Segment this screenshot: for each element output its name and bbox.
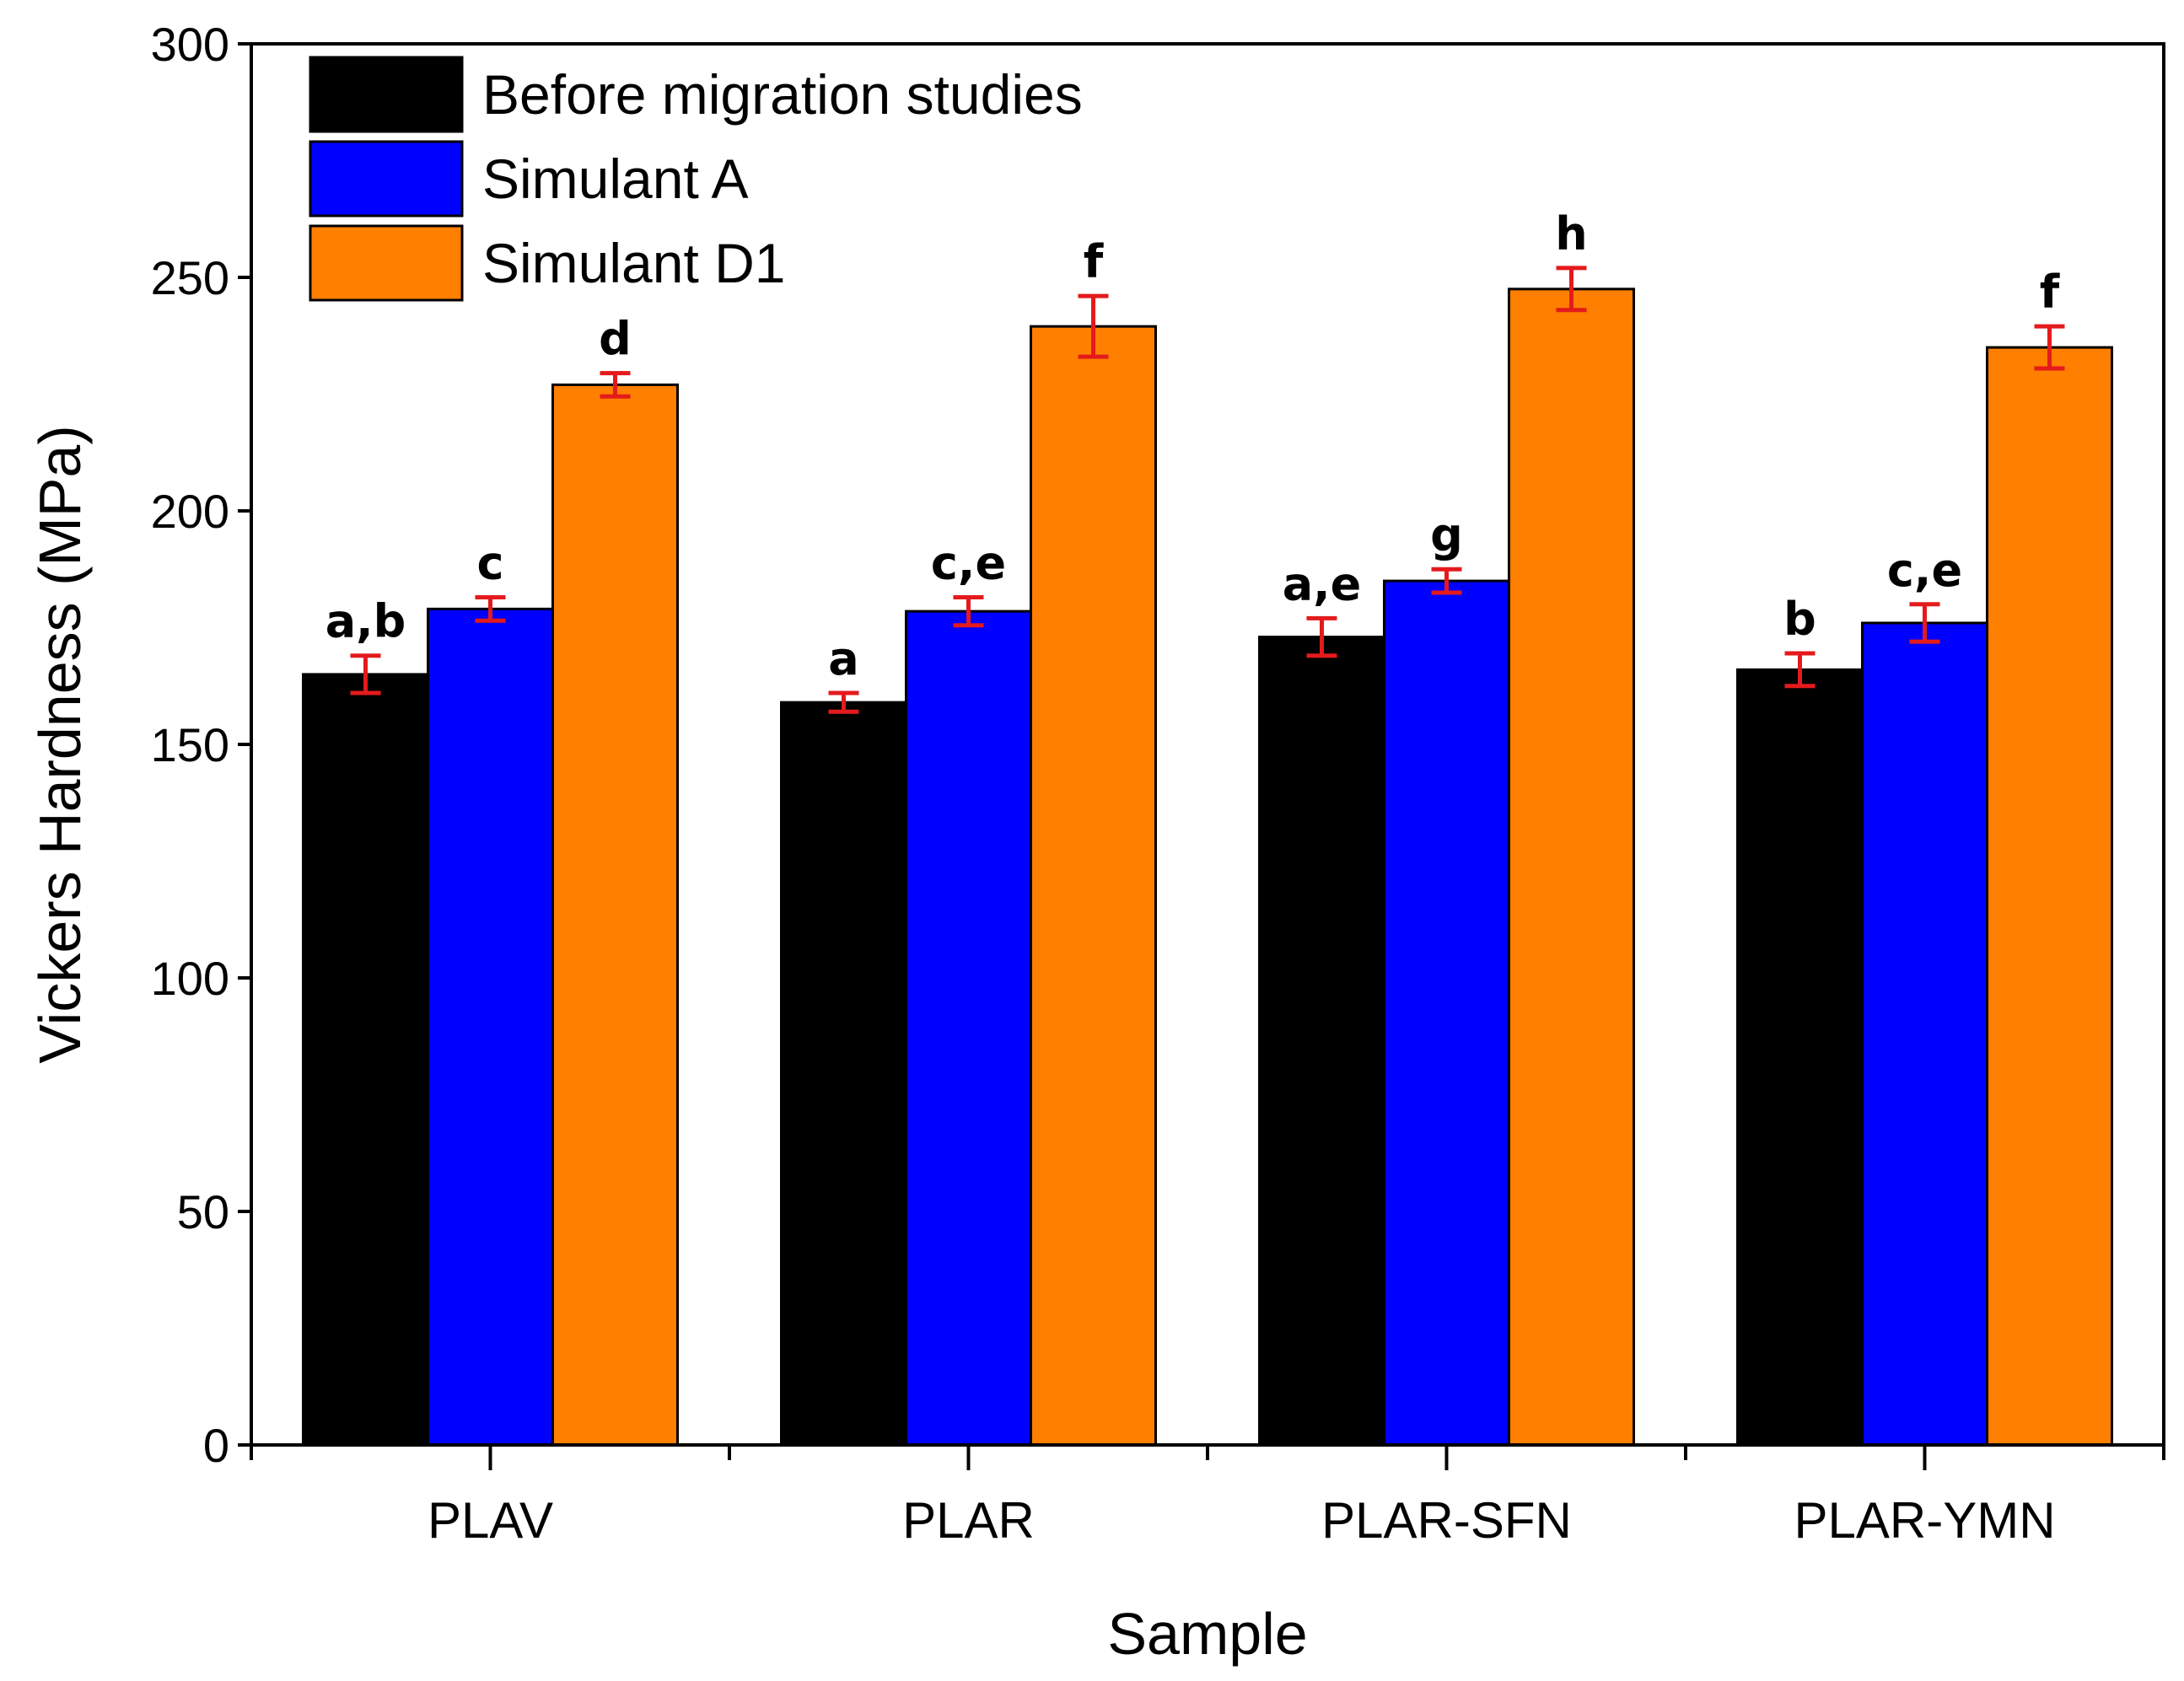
y-tick-label: 50 xyxy=(177,1185,229,1238)
bar xyxy=(905,610,1032,1447)
bar xyxy=(780,701,907,1447)
y-tick-label: 100 xyxy=(151,952,229,1005)
significance-label: d xyxy=(599,313,632,366)
bars-group xyxy=(302,287,2113,1447)
legend-swatch xyxy=(309,56,464,133)
significance-label: a xyxy=(828,632,858,685)
significance-labels-group: a,b c d a c,e f a,e g h b c,e f xyxy=(325,207,2060,685)
legend-label: Simulant D1 xyxy=(482,232,786,294)
significance-label: f xyxy=(2040,266,2060,319)
x-tick-label: PLAV xyxy=(428,1492,553,1549)
significance-label: h xyxy=(1555,207,1587,260)
significance-label: f xyxy=(1084,235,1104,288)
bar xyxy=(551,383,679,1447)
bar xyxy=(302,673,429,1447)
y-tick-label: 150 xyxy=(151,718,229,771)
bar xyxy=(1861,621,1988,1447)
x-tick-label: PLAR-SFN xyxy=(1321,1492,1572,1549)
x-tick-label: PLAR-YMN xyxy=(1794,1492,2055,1549)
significance-label: a,e xyxy=(1283,557,1362,610)
y-axis-title: Vickers Hardness (MPa) xyxy=(27,425,93,1063)
significance-label: c,e xyxy=(1887,544,1962,597)
y-axis-ticks: 0 50 100 150 200 250 300 xyxy=(151,18,251,1472)
bar xyxy=(427,607,554,1447)
significance-label: c,e xyxy=(931,536,1006,589)
significance-label: b xyxy=(1783,593,1816,646)
significance-label: g xyxy=(1430,508,1463,561)
y-tick-label: 200 xyxy=(151,485,229,538)
bar xyxy=(1258,636,1385,1447)
bar xyxy=(1030,325,1157,1447)
legend: Before migration studies Simulant A Simula… xyxy=(309,56,1083,302)
y-tick-label: 250 xyxy=(151,251,229,304)
y-tick-label: 300 xyxy=(151,18,229,71)
bar xyxy=(1986,346,2113,1447)
significance-label: a,b xyxy=(325,595,406,648)
x-axis-title: Sample xyxy=(1107,1601,1307,1667)
bar xyxy=(1508,287,1635,1447)
error-bars-group xyxy=(350,266,2065,714)
legend-label: Before migration studies xyxy=(482,63,1083,126)
bar xyxy=(1736,668,1864,1447)
legend-swatch xyxy=(309,140,464,218)
legend-label: Simulant A xyxy=(482,148,749,210)
legend-swatch xyxy=(309,224,464,302)
x-tick-label: PLAR xyxy=(902,1492,1035,1549)
bar xyxy=(1383,579,1510,1447)
x-axis-ticks: PLAV PLAR PLAR-SFN PLAR-YMN xyxy=(250,1445,2165,1549)
significance-label: c xyxy=(476,536,503,589)
y-tick-label: 0 xyxy=(203,1419,229,1472)
